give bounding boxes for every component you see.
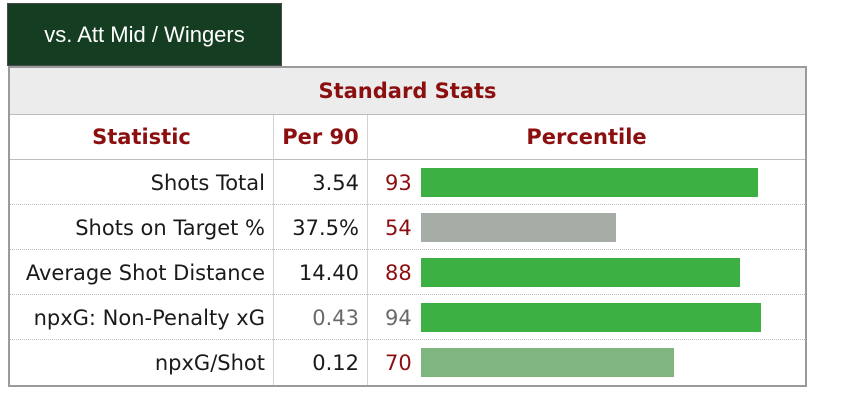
table-row: Average Shot Distance 14.40 88 [10,250,805,295]
column-header-percentile: Percentile [368,115,805,160]
table-row: npxG: Non-Penalty xG 0.43 94 [10,295,805,340]
column-header-label: Percentile [526,125,647,149]
percentile-bar-track [421,168,783,197]
tab-att-mid-wingers[interactable]: vs. Att Mid / Wingers [7,3,282,66]
percentile-bar [421,258,740,287]
section-header: Standard Stats [10,68,805,115]
percentile-bar-track [421,303,783,332]
per-90-value: 3.54 [274,160,368,205]
stats-table: Standard Stats Statistic Per 90 Percenti… [8,66,807,387]
statistic-name: npxG/Shot [10,340,274,385]
table-row: npxG/Shot 0.12 70 [10,340,805,385]
column-header-per-90: Per 90 [274,115,368,160]
percentile-bar-track [421,213,783,242]
percentile-bar [421,303,762,332]
percentile-value: 54 [385,215,412,240]
percentile-bar [421,168,758,197]
row-divider [10,339,805,340]
percentile-bar [421,213,617,242]
percentile-bar [421,348,675,377]
column-header-label: Per 90 [282,125,359,149]
percentile-value: 94 [385,305,412,330]
column-header-label: Statistic [92,125,191,149]
per-90-value: 14.40 [274,250,368,295]
statistic-name: Shots on Target % [10,205,274,250]
row-divider [10,294,805,295]
per-90-value: 37.5% [274,205,368,250]
percentile-value: 88 [385,260,412,285]
row-divider [10,204,805,205]
statistic-name: Shots Total [10,160,274,205]
statistic-name: npxG: Non-Penalty xG [10,295,274,340]
table-row: Shots on Target % 37.5% 54 [10,205,805,250]
tab-label: vs. Att Mid / Wingers [44,21,245,47]
percentile-value: 70 [385,350,412,375]
column-header-statistic: Statistic [10,115,274,160]
per-90-value: 0.12 [274,340,368,385]
table-row: Shots Total 3.54 93 [10,160,805,205]
row-divider [10,249,805,250]
percentile-bar-track [421,348,783,377]
section-title: Standard Stats [318,79,497,103]
statistic-name: Average Shot Distance [10,250,274,295]
percentile-bar-track [421,258,783,287]
percentile-value: 93 [385,170,412,195]
per-90-value: 0.43 [274,295,368,340]
